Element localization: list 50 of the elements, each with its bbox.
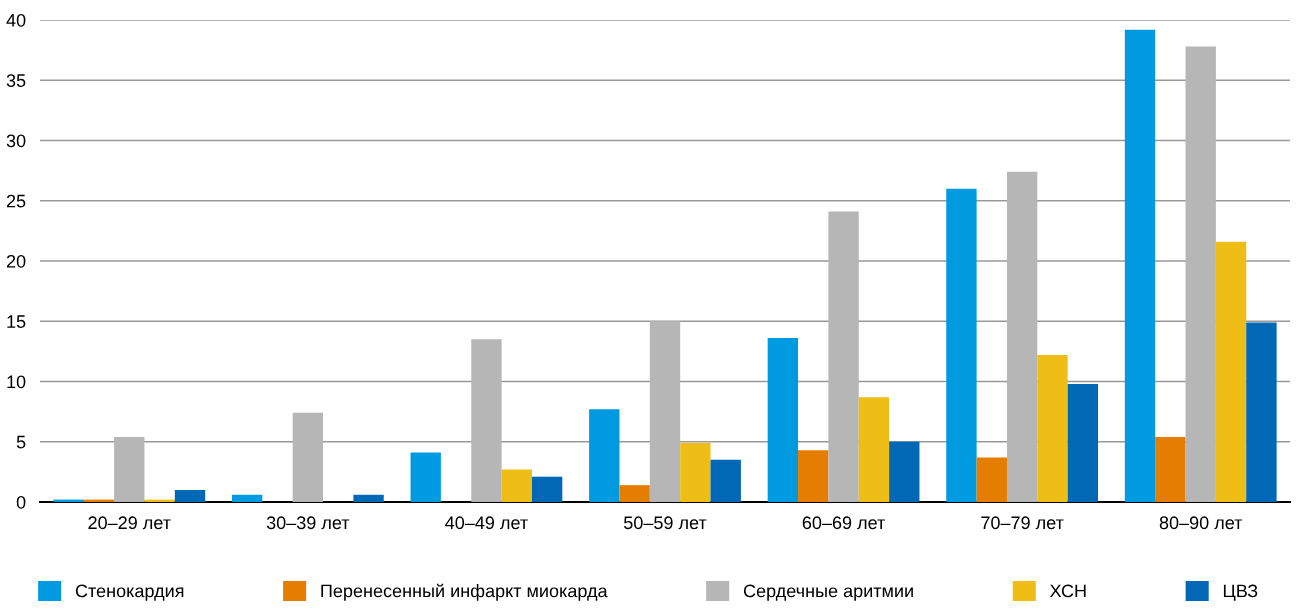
y-tick-label: 10 [7,375,26,389]
bar [531,476,563,502]
bar [589,409,620,502]
legend-label: Стенокардия [75,584,184,601]
bar [1215,241,1247,502]
bar [1246,322,1277,502]
bar [174,489,206,502]
bar [1037,354,1068,502]
y-tick-label: 25 [6,194,26,208]
x-tick-label: 20–29 лет [88,516,171,530]
bar [114,436,145,502]
x-tick-label: 60–69 лет [802,516,885,530]
bar [798,450,829,502]
bar [410,452,441,502]
bar [231,494,263,502]
x-tick-label: 50–59 лет [624,516,707,530]
x-tick-label: 40–49 лет [445,516,528,530]
y-tick-label: 15 [7,315,26,328]
bar [1155,436,1186,502]
bar [889,441,920,502]
bar [649,321,681,502]
bar [858,397,890,502]
bar [1185,46,1216,502]
x-tick-label: 30–39 лет [266,516,350,530]
y-tick-label: 35 [6,74,26,87]
bar [710,459,741,502]
legend-label: ХСН [1049,584,1086,598]
bar [353,494,384,502]
bar [471,339,502,502]
y-tick-label: 20 [6,254,26,268]
legend-label: Сердечные аритмии [743,584,913,601]
bar [680,442,711,502]
legend-label: Перенесенный инфаркт миокарда [321,583,608,601]
y-tick-label: 0 [16,495,26,509]
bar [501,469,532,502]
bar [828,211,859,502]
y-tick-label: 40 [6,13,26,27]
bar [292,412,324,502]
y-tick-label: 5 [16,435,26,449]
bar [767,338,799,502]
bar [1067,383,1099,502]
bar [619,485,650,502]
legend-label: ЦВЗ [1223,584,1258,601]
bar [1124,29,1156,502]
y-tick-label: 30 [6,134,26,148]
x-tick-label: 70–79 лет [981,516,1064,530]
x-tick-label: 80–90 лет [1159,516,1243,530]
bar [946,188,977,502]
bar [976,457,1007,502]
bar [1006,171,1038,502]
